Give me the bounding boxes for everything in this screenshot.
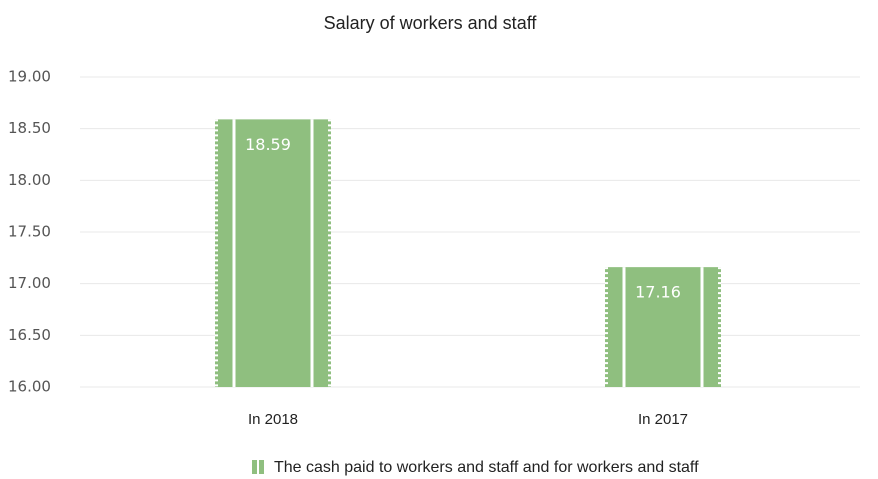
x-tick-label: In 2017: [638, 411, 688, 428]
y-tick-label: 16.50: [8, 326, 51, 344]
chart-title: Salary of workers and staff: [324, 13, 538, 33]
bar: [215, 119, 331, 387]
x-tick-label: In 2018: [248, 411, 298, 428]
legend-label: The cash paid to workers and staff and f…: [274, 459, 699, 476]
value-label: 18.59: [245, 135, 291, 154]
y-tick-label: 17.50: [8, 223, 51, 241]
y-tick-label: 18.00: [8, 171, 51, 189]
y-tick-label: 18.50: [8, 119, 51, 137]
y-tick-label: 19.00: [8, 68, 51, 86]
value-label: 17.16: [635, 283, 681, 302]
y-tick-label: 17.00: [8, 274, 51, 292]
y-tick-label: 16.00: [8, 378, 51, 396]
